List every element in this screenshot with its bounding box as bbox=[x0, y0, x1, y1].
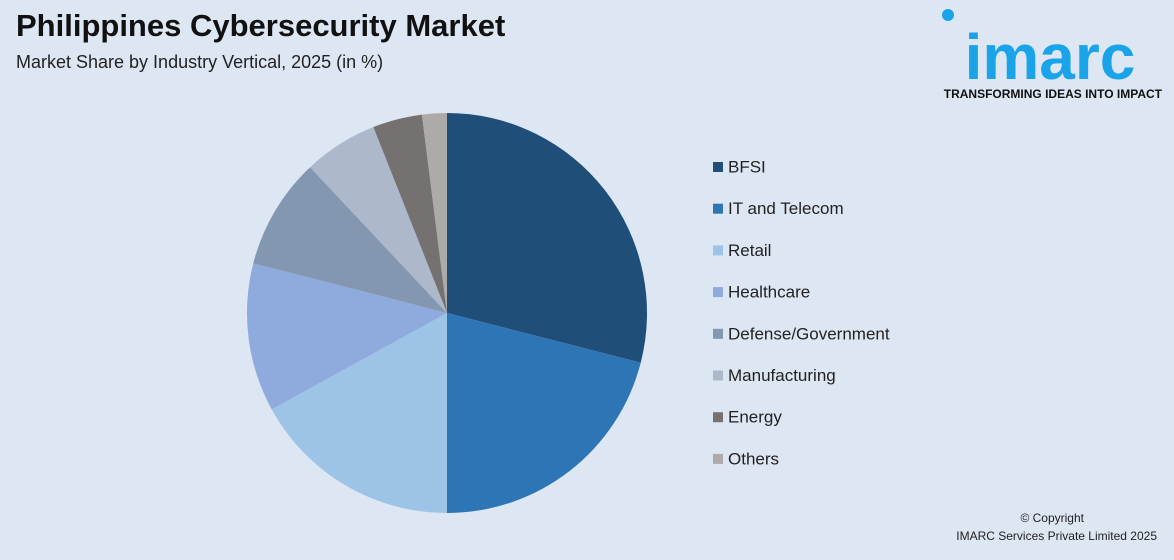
legend-label: Energy bbox=[728, 408, 782, 427]
pie-slice bbox=[247, 263, 447, 410]
legend-label: BFSI bbox=[728, 157, 766, 176]
legend-label: Others bbox=[728, 449, 779, 468]
legend-swatch bbox=[713, 453, 723, 464]
logo: imarc bbox=[965, 21, 1136, 93]
legend-swatch bbox=[713, 370, 723, 381]
pie-slice bbox=[447, 313, 641, 513]
legend-label: Manufacturing bbox=[728, 366, 836, 385]
legend-swatch bbox=[713, 203, 723, 214]
company: IMARC Services Private Limited 2025 bbox=[956, 529, 1157, 543]
chart-subtitle: Market Share by Industry Vertical, 2025 … bbox=[16, 52, 383, 72]
legend-label: IT and Telecom bbox=[728, 199, 844, 218]
legend-swatch bbox=[713, 328, 723, 339]
legend-label: Defense/Government bbox=[728, 324, 890, 343]
legend-label: Retail bbox=[728, 241, 771, 260]
chart-title: Philippines Cybersecurity Market bbox=[16, 8, 505, 43]
logo-tagline: TRANSFORMING IDEAS INTO IMPACT bbox=[944, 87, 1163, 101]
pie-slice bbox=[271, 313, 447, 513]
pie-slice bbox=[421, 113, 447, 313]
legend-swatch bbox=[713, 412, 723, 423]
pie-slice bbox=[253, 167, 447, 313]
legend-swatch bbox=[713, 245, 723, 256]
pie-slice bbox=[310, 127, 447, 313]
pie-slice bbox=[447, 113, 647, 363]
legend-swatch bbox=[713, 162, 723, 172]
pie-slice bbox=[373, 114, 447, 313]
legend-label: Healthcare bbox=[728, 283, 810, 302]
copyright: © Copyright bbox=[1020, 511, 1084, 525]
legend-swatch bbox=[713, 287, 723, 298]
logo-dot bbox=[942, 9, 954, 21]
